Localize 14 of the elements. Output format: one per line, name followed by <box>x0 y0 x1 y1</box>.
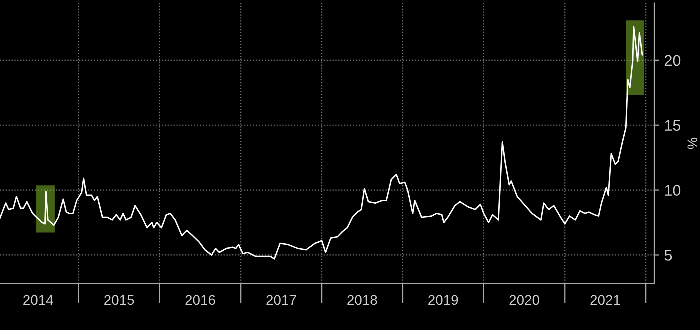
x-tick-label: 2020 <box>510 295 540 306</box>
y-tick-label: 20 <box>664 55 681 66</box>
x-tick-label: 2018 <box>348 295 378 306</box>
x-tick-label: 2021 <box>590 295 620 306</box>
y-axis-title: % <box>688 138 698 150</box>
x-tick-label: 2016 <box>186 295 216 306</box>
y-tick-label: 10 <box>665 185 681 196</box>
x-tick-label: 2015 <box>104 295 134 306</box>
line-series <box>0 26 644 260</box>
x-tick-label: 2019 <box>428 295 458 306</box>
y-tick-label: 15 <box>665 120 681 132</box>
y-tick-label: 5 <box>664 250 672 261</box>
x-tick-label: 2014 <box>24 295 54 306</box>
x-tick-label: 2017 <box>266 295 296 306</box>
